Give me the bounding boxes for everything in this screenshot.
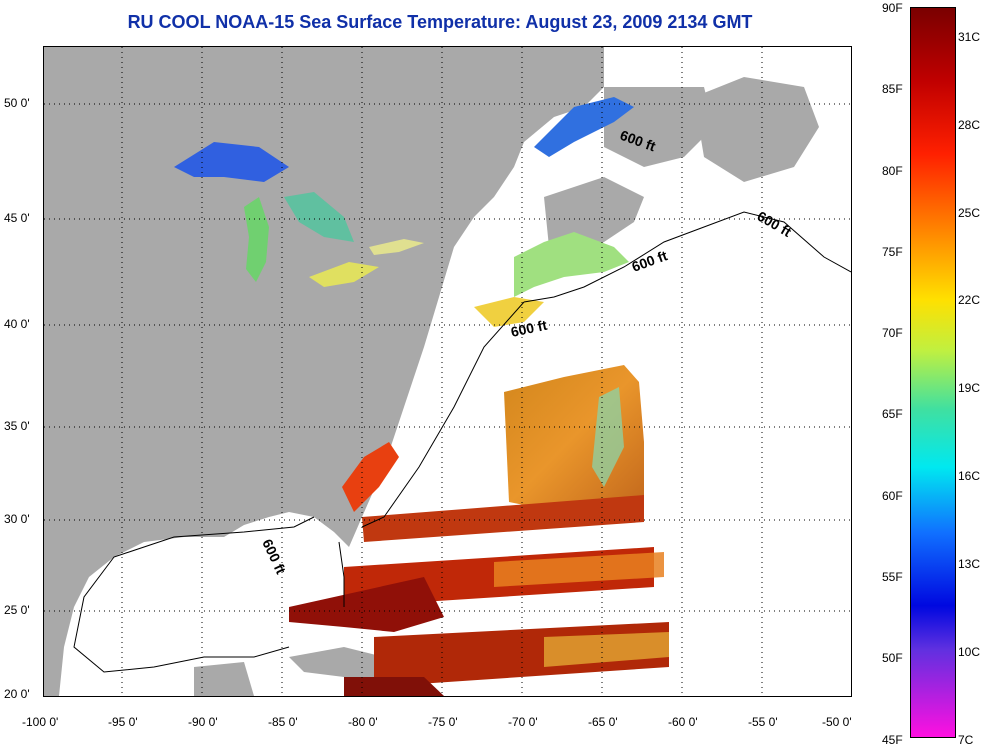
lat-label-20: 20 0': [4, 687, 30, 701]
gulf-st-lawrence-sst: [534, 97, 634, 157]
cb-f-85: 85F: [882, 82, 903, 96]
contour-label-2: 600 ft: [755, 208, 795, 240]
chart-title: RU COOL NOAA-15 Sea Surface Temperature:…: [127, 12, 753, 32]
colorbar-gradient: [911, 8, 955, 737]
cb-f-45: 45F: [882, 733, 903, 747]
contour-600ft-east-coast: [361, 301, 525, 528]
lon-label-65: -65 0': [588, 715, 618, 729]
gulf-of-maine-sst: [514, 232, 629, 297]
graticule: [44, 47, 851, 696]
cb-c-22: 22C: [958, 293, 981, 307]
contour-label-5: 600 ft: [259, 537, 289, 577]
sst-map[interactable]: 600 ft 600 ft 600 ft 600 ft 600 ft: [43, 46, 852, 697]
cb-c-19: 19C: [958, 381, 981, 395]
lon-label-100: -100 0': [22, 715, 59, 729]
lon-label-70: -70 0': [508, 715, 538, 729]
colorbar-svg: [911, 8, 955, 737]
lon-label-90: -90 0': [188, 715, 218, 729]
cb-f-90: 90F: [882, 1, 903, 15]
lake-huron: [284, 192, 354, 242]
caribbean-sst: [344, 677, 444, 696]
lon-label-75: -75 0': [428, 715, 458, 729]
lat-label-40: 40 0': [4, 317, 30, 331]
cb-c-16: 16C: [958, 469, 981, 483]
swath-27n-highlight: [494, 552, 664, 587]
midatlantic-sst: [474, 297, 544, 327]
contour-label-4: 600 ft: [509, 317, 548, 340]
contour-600ft-florida: [338, 541, 345, 607]
lon-label-50: -50 0': [822, 715, 852, 729]
carolina-coast-sst: [342, 442, 399, 512]
cb-f-55: 55F: [882, 570, 903, 584]
lat-label-50: 50 0': [4, 96, 30, 110]
land-yucatan: [194, 662, 254, 696]
cb-c-25: 25C: [958, 206, 981, 220]
cb-f-65: 65F: [882, 407, 903, 421]
lat-label-30: 30 0': [4, 512, 30, 526]
cb-c-13: 13C: [958, 557, 981, 571]
swath-24n: [289, 577, 444, 632]
lat-label-35: 35 0': [4, 419, 30, 433]
contour-600ft-atlantic: [523, 211, 851, 303]
cb-c-10: 10C: [958, 645, 981, 659]
cb-c-31: 31C: [958, 30, 981, 44]
colorbar: [910, 7, 956, 738]
cb-f-50: 50F: [882, 651, 903, 665]
cb-c-28: 28C: [958, 118, 981, 132]
contour-600ft-gulf: [73, 516, 315, 673]
lat-label-25: 25 0': [4, 603, 30, 617]
lake-erie: [309, 262, 379, 287]
map-svg: 600 ft 600 ft 600 ft 600 ft 600 ft: [44, 47, 851, 696]
cb-f-70: 70F: [882, 326, 903, 340]
lon-label-95: -95 0': [108, 715, 138, 729]
land-north-america: [44, 47, 604, 696]
land-newfoundland: [694, 77, 819, 182]
lake-ontario: [369, 239, 424, 255]
sargasso-green-streak: [592, 387, 624, 487]
lon-label-85: -85 0': [268, 715, 298, 729]
cb-c-7: 7C: [958, 733, 974, 747]
lon-label-60: -60 0': [668, 715, 698, 729]
swath-30n: [362, 495, 644, 542]
lake-michigan: [244, 197, 269, 282]
lat-label-45: 45 0': [4, 211, 30, 225]
lon-label-80: -80 0': [348, 715, 378, 729]
lake-superior: [174, 142, 289, 182]
cb-f-60: 60F: [882, 489, 903, 503]
swath-22n-highlight: [544, 632, 669, 667]
cb-f-75: 75F: [882, 245, 903, 259]
cb-f-80: 80F: [882, 164, 903, 178]
lon-label-55: -55 0': [748, 715, 778, 729]
